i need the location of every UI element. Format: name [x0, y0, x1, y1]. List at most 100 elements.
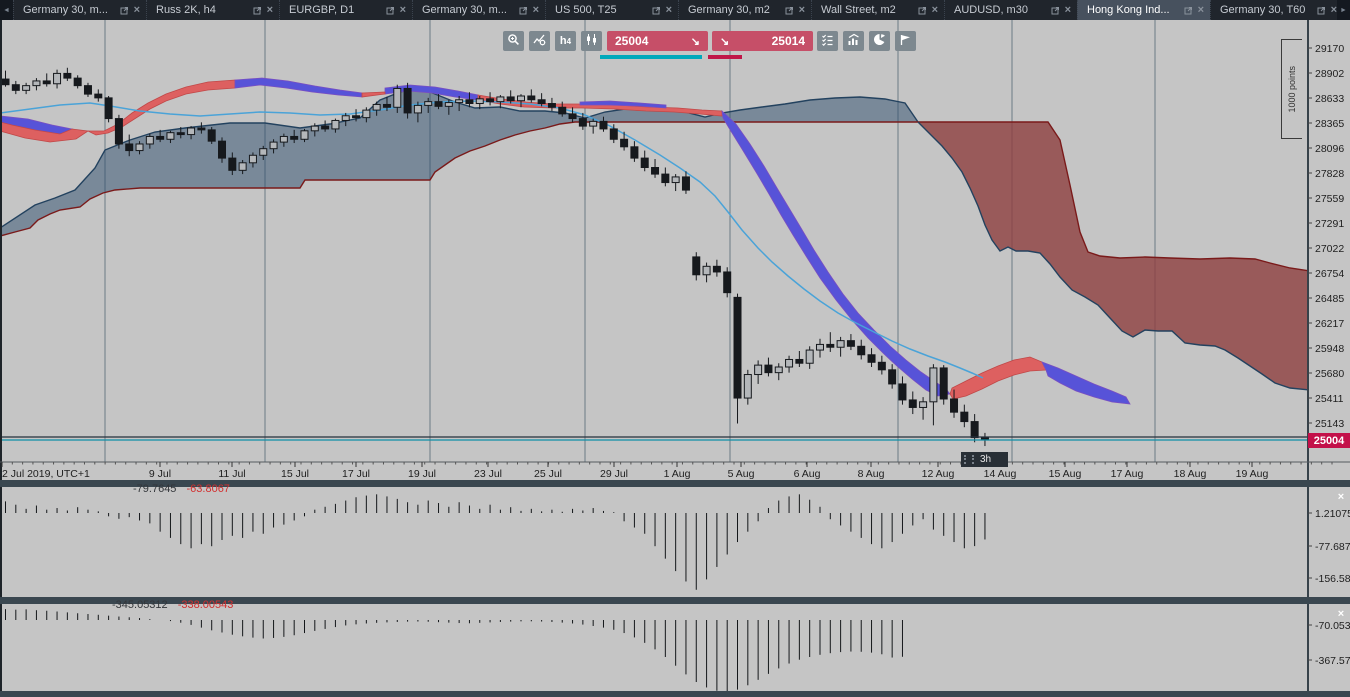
svg-text:19 Jul: 19 Jul: [408, 468, 436, 480]
svg-text:11 Jul: 11 Jul: [218, 468, 245, 480]
sell-button[interactable]: 25004 ↘: [607, 31, 708, 51]
tab-scroll-right-icon[interactable]: ►: [1337, 0, 1350, 20]
svg-text:1.21075: 1.21075: [1315, 508, 1350, 520]
tab-label: US 500, T25: [555, 4, 617, 16]
tab-close-icon[interactable]: ×: [1197, 4, 1204, 16]
tab-close-icon[interactable]: ×: [399, 4, 406, 16]
price-axis[interactable]: 29170 28902 28633 28365 28096 27828 27559 27291…: [1308, 43, 1344, 430]
tab-close-icon[interactable]: ×: [1330, 4, 1337, 16]
tab-popout-icon[interactable]: [1317, 6, 1326, 15]
panel2-close-icon[interactable]: ×: [1337, 608, 1345, 620]
tab-close-icon[interactable]: ×: [532, 4, 539, 16]
svg-text:28365: 28365: [1315, 118, 1344, 130]
candlestick-icon: [585, 33, 598, 49]
zoom-button[interactable]: [503, 31, 524, 51]
svg-text:5 Aug: 5 Aug: [728, 468, 755, 480]
svg-text:19 Aug: 19 Aug: [1236, 468, 1269, 480]
tab-close-icon[interactable]: ×: [1064, 4, 1071, 16]
sentiment-sell-bar: [600, 55, 702, 59]
tab-popout-icon[interactable]: [120, 6, 129, 15]
price-measure-tool[interactable]: 1000 points: [1281, 39, 1302, 139]
tab-popout-icon[interactable]: [785, 6, 794, 15]
svg-text:15 Aug: 15 Aug: [1049, 468, 1082, 480]
svg-text:8 Aug: 8 Aug: [858, 468, 885, 480]
magnifier-plus-icon: [507, 33, 520, 49]
tab-9[interactable]: Germany 30, T60 ×: [1210, 0, 1337, 20]
indicator-panel-1: [5, 494, 986, 590]
svg-text:18 Aug: 18 Aug: [1174, 468, 1207, 480]
panel1-axis[interactable]: 1.21075 -77.6871 -156.584: [1308, 508, 1350, 585]
chart-type-button[interactable]: [581, 31, 602, 51]
indicator-panel-2: [5, 609, 903, 691]
time-axis[interactable]: 2 Jul 2019, UTC+1 9 Jul 11 Jul 15 Jul 17 Jul…: [0, 461, 1350, 480]
tab-label: AUDUSD, m30: [954, 4, 1028, 16]
pie-chart-icon: [873, 33, 886, 49]
bar-stats-icon: [847, 33, 860, 49]
panel2-values: -345.05312 -338.00543: [112, 599, 233, 611]
svg-text:26485: 26485: [1315, 293, 1344, 305]
sell-price: 25004: [615, 34, 649, 48]
svg-text:25 Jul: 25 Jul: [534, 468, 562, 480]
svg-text:26754: 26754: [1315, 268, 1344, 280]
tab-label: EURGBP, D1: [289, 4, 355, 16]
svg-text:25143: 25143: [1315, 418, 1344, 430]
tab-1[interactable]: Russ 2K, h4 ×: [146, 0, 279, 20]
objects-list-button[interactable]: [817, 31, 838, 51]
svg-text:28096: 28096: [1315, 143, 1344, 155]
tab-close-icon[interactable]: ×: [798, 4, 805, 16]
sell-arrow-icon: ↘: [690, 35, 700, 48]
tab-5[interactable]: Germany 30, m2 ×: [678, 0, 811, 20]
chart-settings-button[interactable]: [529, 31, 550, 51]
tab-popout-icon[interactable]: [253, 6, 262, 15]
buy-price: 25014: [771, 34, 805, 48]
svg-text:12 Aug: 12 Aug: [922, 468, 955, 480]
tab-label: Germany 30, m...: [23, 4, 108, 16]
svg-text:27291: 27291: [1315, 218, 1344, 230]
tab-0[interactable]: Germany 30, m... ×: [13, 0, 146, 20]
tab-close-icon[interactable]: ×: [133, 4, 140, 16]
tab-popout-icon[interactable]: [918, 6, 927, 15]
svg-text:-77.6871: -77.6871: [1315, 541, 1350, 553]
tab-close-icon[interactable]: ×: [931, 4, 938, 16]
svg-text:27559: 27559: [1315, 193, 1344, 205]
panel2-axis[interactable]: -70.0537 -367.573: [1308, 620, 1350, 667]
chart-gear-icon: [533, 33, 546, 49]
tab-label: Germany 30, T60: [1220, 4, 1306, 16]
tab-label: Wall Street, m2: [821, 4, 896, 16]
svg-text:29 Jul: 29 Jul: [600, 468, 628, 480]
svg-text:26217: 26217: [1315, 318, 1344, 330]
tab-close-icon[interactable]: ×: [665, 4, 672, 16]
tab-close-icon[interactable]: ×: [266, 4, 273, 16]
panel1-close-icon[interactable]: ×: [1337, 491, 1345, 503]
tab-2[interactable]: EURGBP, D1 ×: [279, 0, 412, 20]
svg-text:27022: 27022: [1315, 243, 1344, 255]
tab-popout-icon[interactable]: [1184, 6, 1193, 15]
buy-button[interactable]: ↘ 25014: [712, 31, 813, 51]
svg-text:14 Aug: 14 Aug: [984, 468, 1017, 480]
tab-label: Germany 30, m...: [422, 4, 507, 16]
tab-label: Russ 2K, h4: [156, 4, 216, 16]
tab-8[interactable]: Hong Kong Ind... ×: [1077, 0, 1210, 20]
tab-popout-icon[interactable]: [1051, 6, 1060, 15]
snapshot-button[interactable]: [895, 31, 916, 51]
timeframe-sub: 4: [566, 36, 572, 46]
countdown-label: 3h: [980, 454, 992, 465]
panel1-prev-value: -79.7645: [133, 483, 177, 495]
candle-countdown[interactable]: 3h: [961, 452, 1008, 467]
tab-popout-icon[interactable]: [386, 6, 395, 15]
tab-6[interactable]: Wall Street, m2 ×: [811, 0, 944, 20]
panel1-values: -79.7645 -63.8067: [133, 483, 230, 495]
tab-popout-icon[interactable]: [652, 6, 661, 15]
tab-3[interactable]: Germany 30, m... ×: [412, 0, 545, 20]
tab-7[interactable]: AUDUSD, m30 ×: [944, 0, 1077, 20]
statistics-button[interactable]: [843, 31, 864, 51]
drag-grip-icon[interactable]: [964, 455, 974, 464]
tab-4[interactable]: US 500, T25 ×: [545, 0, 678, 20]
tab-scroll-left-icon[interactable]: ◄: [0, 0, 13, 20]
tab-popout-icon[interactable]: [519, 6, 528, 15]
pie-chart-button[interactable]: [869, 31, 890, 51]
svg-text:15 Jul: 15 Jul: [281, 468, 309, 480]
